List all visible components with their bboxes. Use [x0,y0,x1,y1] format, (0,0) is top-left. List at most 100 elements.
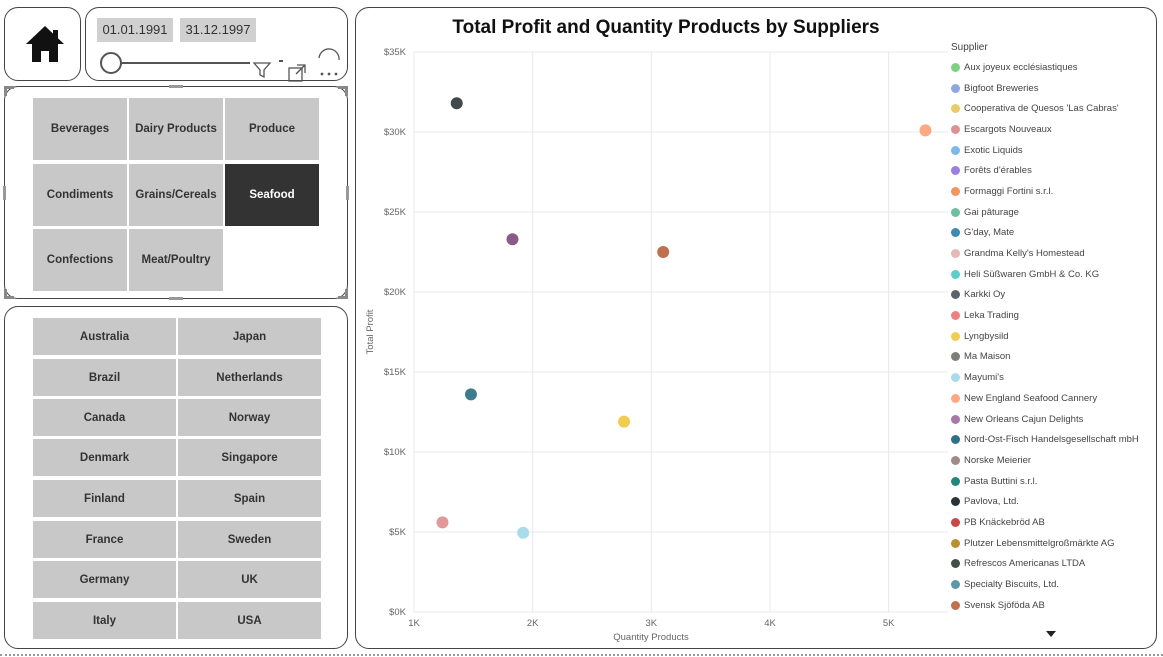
country-italy[interactable]: Italy [33,602,176,639]
legend-item[interactable]: Mayumi's [951,367,1156,388]
data-point[interactable] [657,246,670,258]
legend-item[interactable]: Forêts d'érables [951,160,1156,181]
focus-mode-icon[interactable] [287,63,307,83]
category-dairy-products[interactable]: Dairy Products [129,98,223,160]
legend-item[interactable]: Formaggi Fortini s.r.l. [951,181,1156,202]
legend-marker [951,269,960,279]
y-tick-label: $30K [384,127,407,138]
legend-item[interactable]: Lyngbysild [951,326,1156,347]
data-point[interactable] [506,233,519,246]
category-confections[interactable]: Confections [33,229,127,291]
country-norway[interactable]: Norway [178,399,321,436]
country-uk[interactable]: UK [178,561,321,598]
legend-marker [951,497,960,507]
legend-marker [951,249,960,259]
filter-icon[interactable] [252,60,272,80]
legend-item[interactable]: Grandma Kelly's Homestead [951,243,1156,264]
legend-item[interactable]: Bigfoot Breweries [951,78,1156,99]
legend-item[interactable]: Nord-Ost-Fisch Handelsgesellschaft mbH [951,429,1156,450]
legend-item[interactable]: Pasta Buttini s.r.l. [951,471,1156,492]
legend-item[interactable]: Specialty Biscuits, Ltd. [951,574,1156,595]
legend-marker [951,352,960,362]
legend-label: Plutzer Lebensmittelgroßmärkte AG [964,537,1115,549]
category-grains-cereals[interactable]: Grains/Cereals [129,164,223,226]
country-france[interactable]: France [33,521,176,558]
country-singapore[interactable]: Singapore [178,439,321,476]
legend-marker [951,104,960,114]
legend-item[interactable]: Exotic Liquids [951,140,1156,161]
y-tick-label: $20K [384,287,407,298]
legend-item[interactable]: Aux joyeux ecclésiastiques [951,57,1156,78]
legend-item[interactable]: Refrescos Americanas LTDA [951,554,1156,575]
selection-handle[interactable] [3,186,6,200]
category-seafood[interactable]: Seafood [225,164,319,226]
legend-item[interactable]: New England Seafood Cannery [951,388,1156,409]
category-produce[interactable]: Produce [225,98,319,160]
start-date-field[interactable]: 01.01.1991 [97,18,173,42]
selection-corner[interactable] [4,289,14,299]
legend-item[interactable]: Svensk Sjöföda AB [951,595,1156,616]
data-point[interactable] [464,388,477,401]
legend-item[interactable]: Ma Maison [951,347,1156,368]
legend-item[interactable]: PB Knäckebröd AB [951,512,1156,533]
legend-scroll-down-icon[interactable] [1045,630,1057,638]
country-spain[interactable]: Spain [178,480,321,517]
legend-label: Heli Süßwaren GmbH & Co. KG [964,268,1100,280]
x-tick-label: 4K [764,618,776,629]
selection-corner[interactable] [338,289,348,299]
legend-item[interactable]: Heli Süßwaren GmbH & Co. KG [951,264,1156,285]
legend-item[interactable]: Karkki Oy [951,285,1156,306]
legend-item[interactable]: Leka Trading [951,305,1156,326]
country-germany[interactable]: Germany [33,561,176,598]
legend-label: Mayumi's [964,372,1004,384]
data-point[interactable] [450,97,463,110]
country-japan[interactable]: Japan [178,318,321,355]
country-usa[interactable]: USA [178,602,321,639]
legend-item[interactable]: Pavlova, Ltd. [951,491,1156,512]
selection-corner[interactable] [338,86,348,96]
selection-handle[interactable] [346,186,349,200]
category-meat-poultry[interactable]: Meat/Poultry [129,229,223,291]
legend-item[interactable]: G'day, Mate [951,223,1156,244]
legend-label: Forêts d'érables [964,165,1032,177]
country-brazil[interactable]: Brazil [33,359,176,396]
legend-item[interactable]: Plutzer Lebensmittelgroßmärkte AG [951,533,1156,554]
data-point[interactable] [919,124,932,137]
chart-title: Total Profit and Quantity Products by Su… [452,17,880,38]
x-tick-label: 3K [646,618,658,629]
legend-item[interactable]: Norske Meierier [951,450,1156,471]
legend-item[interactable]: Gai pâturage [951,202,1156,223]
country-finland[interactable]: Finland [33,480,176,517]
legend-item[interactable]: New Orleans Cajun Delights [951,409,1156,430]
country-australia[interactable]: Australia [33,318,176,355]
data-point[interactable] [436,516,449,529]
legend-marker [951,435,960,445]
home-icon[interactable] [24,24,66,64]
selection-handle[interactable] [169,297,183,300]
country-sweden[interactable]: Sweden [178,521,321,558]
legend-label: New Orleans Cajun Delights [964,413,1084,425]
legend-label: Pavlova, Ltd. [964,496,1019,508]
date-slider-handle[interactable] [100,52,122,74]
legend-label: Norske Meierier [964,454,1032,466]
category-condiments[interactable]: Condiments [33,164,127,226]
country-netherlands[interactable]: Netherlands [178,359,321,396]
legend-marker [951,166,960,176]
category-beverages[interactable]: Beverages [33,98,127,160]
selection-corner[interactable] [4,86,14,96]
data-point[interactable] [517,526,530,539]
slider-end-marker [279,60,283,62]
selection-handle[interactable] [169,85,183,88]
more-options-icon[interactable] [316,48,342,82]
legend-item[interactable]: Cooperativa de Quesos 'Las Cabras' [951,98,1156,119]
country-canada[interactable]: Canada [33,399,176,436]
legend-item[interactable]: Escargots Nouveaux [951,119,1156,140]
scatter-plot[interactable]: $0K $5K $10K $15K $20K $25K $30K $35K 1K 2K 3K 4K 5K… [356,8,1156,648]
country-denmark[interactable]: Denmark [33,439,176,476]
x-tick-label: 5K [883,618,895,629]
end-date-field[interactable]: 31.12.1997 [180,18,256,42]
data-point[interactable] [618,415,631,428]
y-tick-label: $5K [389,527,407,538]
legend-marker [951,580,960,590]
date-slider-track[interactable] [110,62,250,64]
